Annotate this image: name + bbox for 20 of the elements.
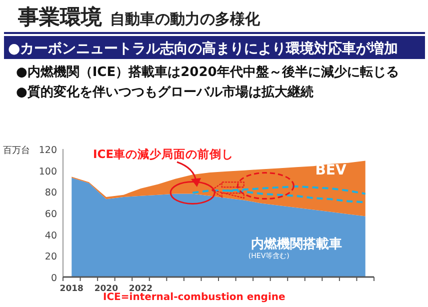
- y-tick-label: 100: [38, 166, 57, 178]
- text: ●カーボンニュートラル志向の高まりにより環境対応車が増加: [8, 40, 398, 57]
- text: ●内燃機関（ICE）搭載車は2020年代中盤～後半に減少に転じる: [16, 64, 399, 80]
- x-tick-label: 2018: [60, 284, 84, 294]
- chart-subtitle: 自動車の動力の多様化: [110, 10, 261, 28]
- y-tick-label: 120: [38, 145, 57, 156]
- y-axis-title: 百万台: [3, 145, 30, 156]
- series-label: BEV: [315, 162, 346, 179]
- y-tick-label: 40: [44, 230, 57, 242]
- y-tick-label: 60: [44, 209, 57, 220]
- chart-title: 事業環境: [17, 5, 102, 29]
- y-tick-label: 80: [44, 188, 57, 199]
- text: ICE=internal-combustion engine: [103, 292, 286, 303]
- annotation: ICE車の減少局面の前倒し: [93, 147, 234, 161]
- text: ●質的変化を伴いつつもグローバル市場は拡大継続: [16, 84, 314, 100]
- x-tick-label: 2020: [94, 284, 118, 294]
- series-label: 内燃機関搭載車: [250, 237, 342, 252]
- y-tick-label: 0: [50, 273, 57, 284]
- x-tick-label: 2022: [128, 284, 153, 294]
- y-tick-label: 20: [44, 252, 57, 263]
